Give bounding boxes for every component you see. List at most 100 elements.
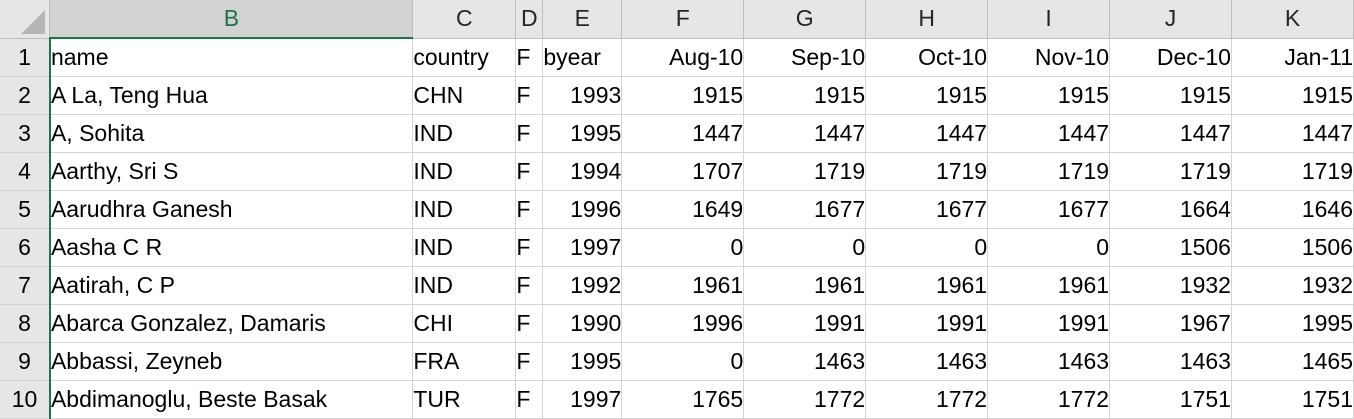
cell-e3[interactable]: 1995 (542, 114, 623, 153)
cell-b3[interactable]: A, Sohita (48, 114, 414, 153)
cell-e5[interactable]: 1996 (542, 190, 623, 229)
column-header-g[interactable]: G (743, 0, 867, 39)
column-header-e[interactable]: E (542, 0, 623, 39)
cell-k10[interactable]: 1751 (1231, 380, 1354, 419)
cell-f7[interactable]: 1961 (621, 266, 745, 305)
cell-b6[interactable]: Aasha C R (48, 228, 414, 267)
cell-b9[interactable]: Abbassi, Zeyneb (48, 342, 414, 381)
cell-c6[interactable]: IND (412, 228, 517, 267)
cell-g1[interactable]: Sep-10 (743, 38, 867, 77)
cell-h9[interactable]: 1463 (865, 342, 989, 381)
cell-k9[interactable]: 1465 (1231, 342, 1354, 381)
cell-i9[interactable]: 1463 (987, 342, 1111, 381)
cell-k1[interactable]: Jan-11 (1231, 38, 1354, 77)
cell-j6[interactable]: 1506 (1109, 228, 1232, 267)
row-header[interactable]: 2 (0, 76, 51, 115)
cell-b8[interactable]: Abarca Gonzalez, Damaris (48, 304, 414, 343)
cell-f8[interactable]: 1996 (621, 304, 745, 343)
cell-f5[interactable]: 1649 (621, 190, 745, 229)
cell-f10[interactable]: 1765 (621, 380, 745, 419)
cell-k2[interactable]: 1915 (1231, 76, 1354, 115)
cell-g8[interactable]: 1991 (743, 304, 867, 343)
cell-e4[interactable]: 1994 (542, 152, 623, 191)
column-header-c[interactable]: C (412, 0, 517, 39)
cell-f6[interactable]: 0 (621, 228, 745, 267)
cell-j9[interactable]: 1463 (1109, 342, 1232, 381)
cell-i4[interactable]: 1719 (987, 152, 1111, 191)
row-header[interactable]: 7 (0, 266, 51, 305)
cell-h3[interactable]: 1447 (865, 114, 989, 153)
cell-j1[interactable]: Dec-10 (1109, 38, 1232, 77)
cell-c10[interactable]: TUR (412, 380, 517, 419)
cell-f2[interactable]: 1915 (621, 76, 745, 115)
cell-h10[interactable]: 1772 (865, 380, 989, 419)
row-header[interactable]: 8 (0, 304, 51, 343)
cell-d6[interactable]: F (515, 228, 544, 267)
cell-b1[interactable]: name (48, 38, 414, 77)
cell-e10[interactable]: 1997 (542, 380, 623, 419)
row-header[interactable]: 3 (0, 114, 51, 153)
cell-d10[interactable]: F (515, 380, 544, 419)
select-all-button[interactable] (0, 0, 51, 39)
cell-f4[interactable]: 1707 (621, 152, 745, 191)
cell-j4[interactable]: 1719 (1109, 152, 1232, 191)
cell-d4[interactable]: F (515, 152, 544, 191)
cell-d5[interactable]: F (515, 190, 544, 229)
cell-g9[interactable]: 1463 (743, 342, 867, 381)
cell-h7[interactable]: 1961 (865, 266, 989, 305)
cell-i7[interactable]: 1961 (987, 266, 1111, 305)
cell-d1[interactable]: F (515, 38, 544, 77)
cell-i1[interactable]: Nov-10 (987, 38, 1111, 77)
cell-e7[interactable]: 1992 (542, 266, 623, 305)
cell-k3[interactable]: 1447 (1231, 114, 1354, 153)
cell-b10[interactable]: Abdimanoglu, Beste Basak (48, 380, 414, 419)
cell-e1[interactable]: byear (542, 38, 623, 77)
cell-g10[interactable]: 1772 (743, 380, 867, 419)
cell-b4[interactable]: Aarthy, Sri S (48, 152, 414, 191)
cell-h2[interactable]: 1915 (865, 76, 989, 115)
cell-g5[interactable]: 1677 (743, 190, 867, 229)
cell-h5[interactable]: 1677 (865, 190, 989, 229)
cell-i3[interactable]: 1447 (987, 114, 1111, 153)
cell-h1[interactable]: Oct-10 (865, 38, 989, 77)
cell-i10[interactable]: 1772 (987, 380, 1111, 419)
cell-e9[interactable]: 1995 (542, 342, 623, 381)
column-header-k[interactable]: K (1231, 0, 1354, 39)
cell-c2[interactable]: CHN (412, 76, 517, 115)
cell-g3[interactable]: 1447 (743, 114, 867, 153)
cell-c8[interactable]: CHI (412, 304, 517, 343)
cell-c5[interactable]: IND (412, 190, 517, 229)
cell-g6[interactable]: 0 (743, 228, 867, 267)
cell-e2[interactable]: 1993 (542, 76, 623, 115)
cell-k5[interactable]: 1646 (1231, 190, 1354, 229)
row-header[interactable]: 1 (0, 38, 51, 77)
column-header-d[interactable]: D (515, 0, 544, 39)
cell-f9[interactable]: 0 (621, 342, 745, 381)
cell-i6[interactable]: 0 (987, 228, 1111, 267)
cell-j7[interactable]: 1932 (1109, 266, 1232, 305)
cell-j10[interactable]: 1751 (1109, 380, 1232, 419)
cell-j2[interactable]: 1915 (1109, 76, 1232, 115)
cell-g4[interactable]: 1719 (743, 152, 867, 191)
row-header[interactable]: 5 (0, 190, 51, 229)
cell-e8[interactable]: 1990 (542, 304, 623, 343)
cell-b5[interactable]: Aarudhra Ganesh (48, 190, 414, 229)
cell-k6[interactable]: 1506 (1231, 228, 1354, 267)
cell-d2[interactable]: F (515, 76, 544, 115)
row-header[interactable]: 6 (0, 228, 51, 267)
cell-i5[interactable]: 1677 (987, 190, 1111, 229)
cell-h8[interactable]: 1991 (865, 304, 989, 343)
column-header-f[interactable]: F (621, 0, 745, 39)
cell-d9[interactable]: F (515, 342, 544, 381)
cell-f3[interactable]: 1447 (621, 114, 745, 153)
column-header-j[interactable]: J (1109, 0, 1232, 39)
cell-b7[interactable]: Aatirah, C P (48, 266, 414, 305)
cell-j8[interactable]: 1967 (1109, 304, 1232, 343)
cell-h6[interactable]: 0 (865, 228, 989, 267)
cell-k4[interactable]: 1719 (1231, 152, 1354, 191)
column-header-h[interactable]: H (865, 0, 989, 39)
cell-g7[interactable]: 1961 (743, 266, 867, 305)
cell-h4[interactable]: 1719 (865, 152, 989, 191)
cell-k8[interactable]: 1995 (1231, 304, 1354, 343)
column-header-i[interactable]: I (987, 0, 1111, 39)
